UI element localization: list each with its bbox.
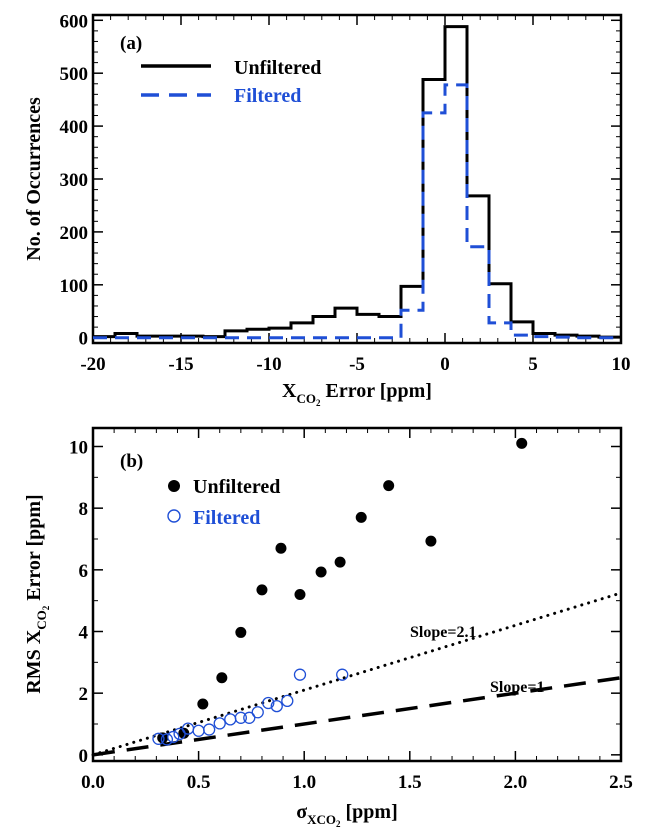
filtered-point — [203, 723, 216, 736]
filtered-point — [262, 696, 275, 710]
y-tick-label: 200 — [60, 223, 89, 244]
unfiltered-point — [334, 556, 346, 568]
unfiltered-point — [425, 535, 437, 547]
unfiltered-point — [235, 626, 247, 638]
y-tick-label: 300 — [60, 170, 89, 191]
filtered-point — [270, 699, 283, 713]
slope-1-label: Slope=1 — [490, 679, 544, 696]
x-tick-label: 0.0 — [81, 772, 105, 793]
filtered-point — [336, 668, 349, 681]
unfiltered-histogram-line — [93, 25, 621, 339]
x-tick-label: 2.0 — [504, 772, 528, 793]
panel-b-label: (b) — [120, 451, 143, 472]
x-tick-label: -5 — [349, 354, 365, 375]
unfiltered-point — [178, 727, 190, 739]
slope-1-line — [92, 676, 622, 757]
legend-unfiltered-label: Unfiltered — [193, 476, 280, 498]
filtered-point — [167, 730, 180, 744]
unfiltered-point — [256, 584, 268, 596]
panel-a-x-axis-label: XCO2 Error [ppm] — [282, 380, 432, 408]
filtered-point — [243, 711, 256, 724]
panel-a-label: (a) — [120, 33, 142, 54]
filtered-point — [293, 668, 307, 681]
filtered-point — [281, 694, 294, 708]
legend-filtered-label: Filtered — [234, 85, 301, 107]
x-tick-label: 10 — [612, 354, 631, 375]
unfiltered-point — [294, 589, 306, 600]
y-tick-label: 500 — [60, 64, 89, 85]
slope-2.1-label: Slope=2.1 — [410, 624, 476, 641]
legend-filtered-marker — [167, 509, 181, 523]
panel-b-scatter: 0.0 0.5 1.0 1.5 2.0 2.5 0 2 4 6 8 10 (b) Unfiltered… — [23, 426, 633, 828]
filtered-point — [152, 732, 165, 745]
unfiltered-point — [355, 511, 367, 523]
y-tick-label: 100 — [60, 276, 89, 297]
panel-a-series — [93, 25, 621, 340]
y-tick-label: 600 — [60, 11, 89, 32]
panel-b-plot-frame — [91, 426, 623, 763]
unfiltered-point — [383, 480, 395, 492]
unfiltered-point — [197, 698, 209, 710]
panel-b-ticks: 0.0 0.5 1.0 1.5 2.0 2.5 0 2 4 6 8 10 — [69, 428, 633, 793]
x-tick-label: 1.0 — [292, 772, 316, 793]
y-tick-label: 6 — [79, 561, 89, 582]
panel-a-y-axis-label: No. of Occurrences — [23, 97, 45, 261]
x-tick-label: 0 — [440, 354, 450, 375]
filtered-point — [234, 711, 247, 724]
y-tick-label: 4 — [79, 623, 89, 644]
x-tick-label: 2.5 — [609, 772, 633, 793]
filtered-point — [251, 706, 264, 719]
y-tick-label: 8 — [79, 499, 89, 520]
panel-b-x-axis-label: σXCO2 [ppm] — [296, 801, 398, 828]
y-tick-label: 2 — [79, 684, 89, 705]
panel-a-legend: Unfiltered Filtered — [141, 57, 321, 107]
legend-unfiltered-marker — [168, 480, 180, 492]
unfiltered-point — [275, 542, 287, 554]
x-tick-label: 1.5 — [398, 772, 422, 793]
filtered-point — [160, 733, 174, 746]
y-tick-label: 0 — [79, 746, 89, 767]
filtered-histogram-line — [93, 83, 621, 340]
panel-b-legend: Unfiltered Filtered — [167, 476, 280, 529]
unfiltered-point — [216, 672, 228, 684]
y-tick-label: 10 — [69, 438, 88, 459]
unfiltered-point — [157, 732, 169, 744]
unfiltered-point — [516, 437, 528, 449]
x-tick-label: -10 — [256, 354, 281, 375]
y-tick-label: 0 — [79, 329, 89, 350]
y-tick-label: 400 — [60, 117, 89, 138]
slope-2.1-line — [91, 591, 623, 757]
x-tick-label: -20 — [80, 354, 105, 375]
legend-unfiltered-label: Unfiltered — [234, 57, 321, 79]
filtered-point — [224, 713, 237, 726]
filtered-point — [192, 724, 205, 737]
panel-b-y-axis-label: RMS XCO2 Error [ppm] — [23, 494, 51, 693]
unfiltered-point — [315, 566, 327, 578]
panel-a-plot-frame — [91, 13, 623, 345]
x-tick-label: 0.5 — [187, 772, 211, 793]
x-tick-label: 5 — [528, 354, 538, 375]
filtered-point — [213, 717, 226, 730]
panel-b-series — [152, 437, 528, 746]
x-tick-label: -15 — [168, 354, 193, 375]
legend-filtered-label: Filtered — [193, 507, 260, 529]
panel-b-reference-lines — [91, 591, 623, 757]
